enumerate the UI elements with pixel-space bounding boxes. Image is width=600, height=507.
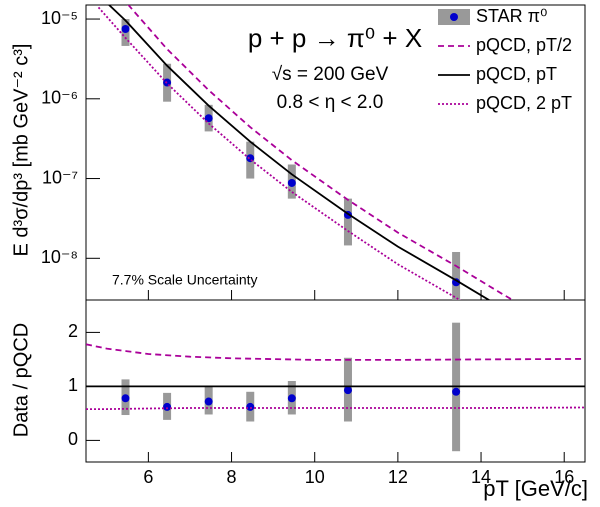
y-tick-label: 10⁻⁶ [41, 88, 78, 108]
y-axis-label: Data / pQCD [10, 323, 32, 437]
x-tick-label: 8 [227, 467, 237, 487]
y-tick-label: 10⁻⁵ [41, 8, 78, 28]
y-tick-label: 10⁻⁸ [41, 247, 78, 267]
legend-label: pQCD, 2 pT [476, 93, 572, 113]
curve [86, 406, 585, 410]
data-point [287, 394, 296, 403]
x-tick-label: 10 [305, 467, 325, 487]
legend-label: STAR π⁰ [476, 6, 547, 26]
y-tick-label: 2 [68, 321, 78, 341]
data-point [163, 402, 172, 411]
data-point [452, 278, 461, 287]
plot-area [97, 5, 515, 300]
legend-swatch [450, 13, 458, 21]
legend-label: pQCD, pT/2 [476, 35, 572, 55]
x-tick-label: 14 [471, 467, 491, 487]
x-tick-label: 16 [554, 467, 574, 487]
x-tick-label: 6 [143, 467, 153, 487]
curve [97, 6, 462, 300]
annotation: √s = 200 GeV [272, 64, 389, 85]
x-axis-label: pT [GeV/c] [483, 476, 588, 501]
chart-title: p + p → π⁰ + X [248, 23, 422, 53]
y-tick-label: 1 [68, 375, 78, 395]
annotation: 0.8 < η < 2.0 [277, 92, 384, 113]
error-bar [343, 198, 352, 246]
curve [107, 5, 491, 300]
data-point [246, 154, 255, 163]
error-bar [452, 251, 461, 300]
data-point [343, 386, 352, 395]
curve [86, 343, 585, 361]
y-tick-label: 10⁻⁷ [42, 167, 78, 187]
y-tick-label: 0 [68, 429, 78, 449]
data-point [246, 402, 255, 411]
data-point [204, 397, 213, 406]
x-tick-label: 12 [388, 467, 408, 487]
legend-label: pQCD, pT [476, 64, 557, 84]
plot-area [86, 322, 585, 452]
data-point [287, 178, 296, 187]
data-point [452, 387, 461, 396]
bottom-frame [85, 299, 586, 463]
annotation: 7.7% Scale Uncertainty [112, 272, 258, 288]
data-point [121, 25, 130, 34]
curve [127, 5, 515, 300]
data-point [204, 114, 213, 123]
data-point [121, 394, 130, 403]
y-axis-label: E d³σ/dp³ [mb GeV⁻² c³] [10, 44, 32, 257]
